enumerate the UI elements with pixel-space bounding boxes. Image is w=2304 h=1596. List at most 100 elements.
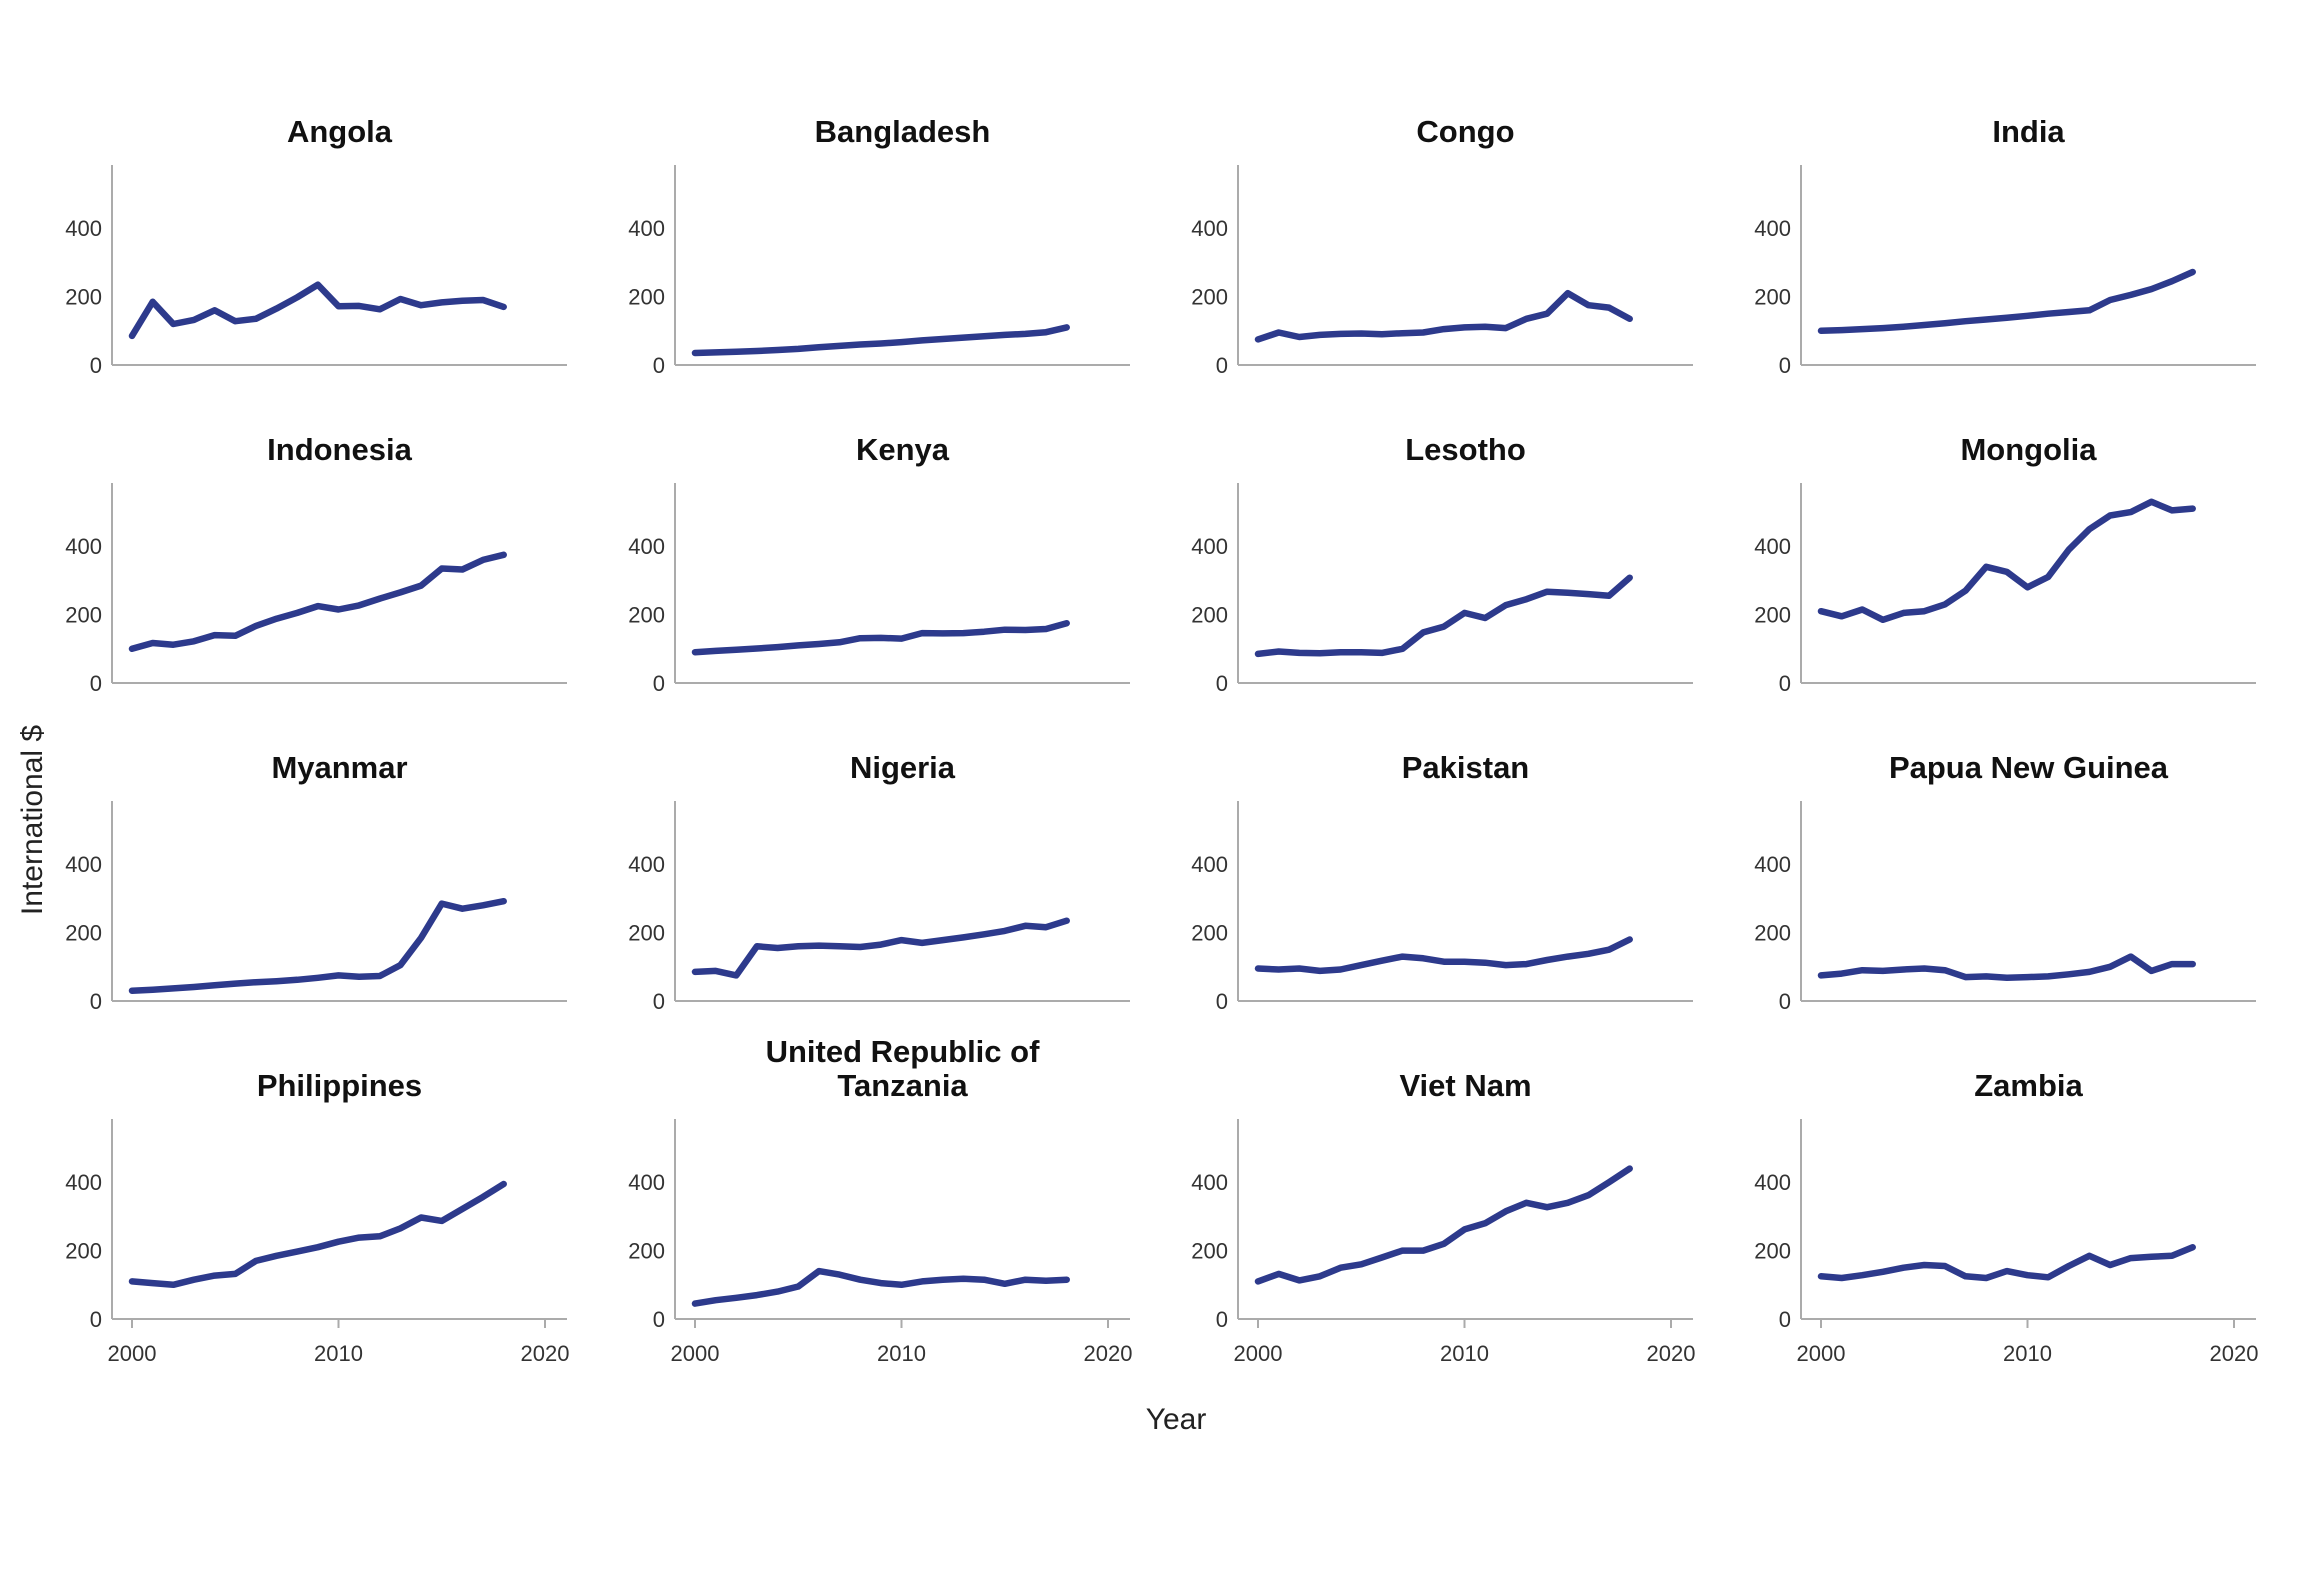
- facet-title-text: Viet Nam: [1399, 1068, 1532, 1104]
- y-tick-label: 0: [1779, 353, 1791, 378]
- facet-title: Indonesia: [112, 378, 567, 478]
- line-series: [128, 551, 507, 653]
- facet-chart: 0 200 400: [1754, 801, 2256, 1014]
- line-series: [691, 1267, 1070, 1307]
- y-tick-label: 400: [65, 852, 102, 877]
- x-tick-label: 2010: [1440, 1341, 1489, 1366]
- facet-title-text: Indonesia: [267, 432, 412, 468]
- facet-title: Myanmar: [112, 696, 567, 796]
- y-tick-label: 200: [65, 1239, 102, 1264]
- line-series: [1254, 936, 1633, 975]
- facet-mongolia: Mongolia 0 200 400: [1739, 378, 2302, 696]
- facet-title-text: Zambia: [1974, 1068, 2083, 1104]
- y-tick-label: 200: [1754, 921, 1791, 946]
- x-tick-label: 2020: [521, 1341, 570, 1366]
- y-tick-label: 200: [1754, 603, 1791, 628]
- y-tick-label: 0: [1779, 1307, 1791, 1332]
- y-tick-label: 200: [1754, 1239, 1791, 1264]
- facet-title-text: Kenya: [855, 432, 950, 468]
- line-series: [128, 1180, 507, 1289]
- y-tick-label: 0: [653, 989, 665, 1014]
- facet-title-text: Pakistan: [1401, 750, 1530, 786]
- facet-title: Philippines: [112, 1014, 567, 1114]
- facet-title-text: Congo: [1416, 114, 1515, 150]
- x-tick-label: 2020: [2210, 1341, 2259, 1366]
- line-series: [691, 324, 1070, 357]
- x-tick-label: 2010: [2003, 1341, 2052, 1366]
- x-tick-label: 2010: [314, 1341, 363, 1366]
- x-tick-label: 2010: [877, 1341, 926, 1366]
- y-tick-label: 0: [1779, 989, 1791, 1014]
- facet-title: Angola: [112, 60, 567, 160]
- facet-pakistan: Pakistan 0 200 400: [1176, 696, 1739, 1014]
- y-tick-label: 200: [628, 921, 665, 946]
- facet-title: Pakistan: [1238, 696, 1693, 796]
- y-tick-label: 400: [1754, 852, 1791, 877]
- y-tick-label: 200: [1191, 921, 1228, 946]
- facet-chart: 0 200 400 2000 2010 2020: [1754, 1119, 2259, 1366]
- y-tick-label: 0: [653, 671, 665, 696]
- y-tick-label: 200: [628, 285, 665, 310]
- facet-title: Bangladesh: [675, 60, 1130, 160]
- y-tick-label: 200: [65, 285, 102, 310]
- facet-chart: 0 200 400: [65, 165, 567, 378]
- line-series: [1254, 1165, 1633, 1285]
- y-tick-label: 200: [628, 603, 665, 628]
- y-axis-label: International $: [16, 724, 49, 916]
- y-tick-label: 400: [1754, 216, 1791, 241]
- facet-title-text: Nigeria: [849, 750, 956, 786]
- facet-title: Nigeria: [675, 696, 1130, 796]
- y-tick-label: 0: [90, 353, 102, 378]
- y-tick-label: 400: [1191, 852, 1228, 877]
- facet-chart: 0 200 400 2000 2010 2020: [628, 1119, 1132, 1366]
- facet-bangladesh: Bangladesh 0 200 400: [613, 60, 1176, 378]
- facet-title-text: United Republic of Tanzania: [765, 1033, 1040, 1104]
- facet-nigeria: Nigeria 0 200 400: [613, 696, 1176, 1014]
- facet-title: Viet Nam: [1238, 1014, 1693, 1114]
- line-series: [691, 917, 1070, 979]
- y-tick-label: 400: [65, 216, 102, 241]
- y-tick-label: 200: [1191, 285, 1228, 310]
- x-tick-label: 2000: [108, 1341, 157, 1366]
- line-series: [1817, 268, 2196, 335]
- facet-chart: 0 200 400: [1191, 801, 1693, 1014]
- y-tick-label: 400: [1754, 1170, 1791, 1195]
- y-tick-label: 0: [653, 353, 665, 378]
- facet-title-text: Philippines: [256, 1068, 423, 1104]
- facet-myanmar: Myanmar 0 200 400: [50, 696, 613, 1014]
- facet-papua-new-guinea: Papua New Guinea 0 200 400: [1739, 696, 2302, 1014]
- facet-title-text: Angola: [286, 114, 393, 150]
- y-tick-label: 400: [628, 852, 665, 877]
- y-tick-label: 400: [65, 534, 102, 559]
- y-tick-label: 0: [90, 1307, 102, 1332]
- facet-angola: Angola 0 200 400: [50, 60, 613, 378]
- line-series: [1254, 289, 1633, 343]
- line-series: [128, 897, 507, 994]
- line-series: [691, 619, 1070, 656]
- facet-grid: Angola 0 200 400 Bangladesh 0 200 400 Congo 0 200 4…: [50, 60, 2304, 1399]
- facet-title-text: Lesotho: [1405, 432, 1526, 468]
- facet-chart: 0 200 400: [65, 483, 567, 696]
- facet-zambia: Zambia 0 200 400 2000 2010 2020: [1739, 1014, 2302, 1399]
- line-series: [1254, 574, 1633, 658]
- facet-chart: 0 200 400: [1754, 165, 2256, 378]
- y-tick-label: 0: [1216, 671, 1228, 696]
- facet-congo: Congo 0 200 400: [1176, 60, 1739, 378]
- facet-chart: 0 200 400 2000 2010 2020: [1191, 1119, 1695, 1366]
- facet-philippines: Philippines 0 200 400 2000 2010 2020: [50, 1014, 613, 1399]
- facet-chart: 0 200 400: [65, 801, 567, 1014]
- x-tick-label: 2000: [1797, 1341, 1846, 1366]
- y-tick-label: 200: [65, 603, 102, 628]
- y-tick-label: 200: [1754, 285, 1791, 310]
- y-tick-label: 0: [1216, 353, 1228, 378]
- facet-title: United Republic of Tanzania: [675, 1014, 1130, 1114]
- y-tick-label: 0: [90, 671, 102, 696]
- y-tick-label: 400: [65, 1170, 102, 1195]
- line-series: [128, 281, 507, 340]
- y-tick-label: 400: [1191, 1170, 1228, 1195]
- facet-indonesia: Indonesia 0 200 400: [50, 378, 613, 696]
- y-tick-label: 200: [65, 921, 102, 946]
- facet-viet-nam: Viet Nam 0 200 400 2000 2010 2020: [1176, 1014, 1739, 1399]
- x-tick-label: 2000: [1234, 1341, 1283, 1366]
- y-tick-label: 200: [628, 1239, 665, 1264]
